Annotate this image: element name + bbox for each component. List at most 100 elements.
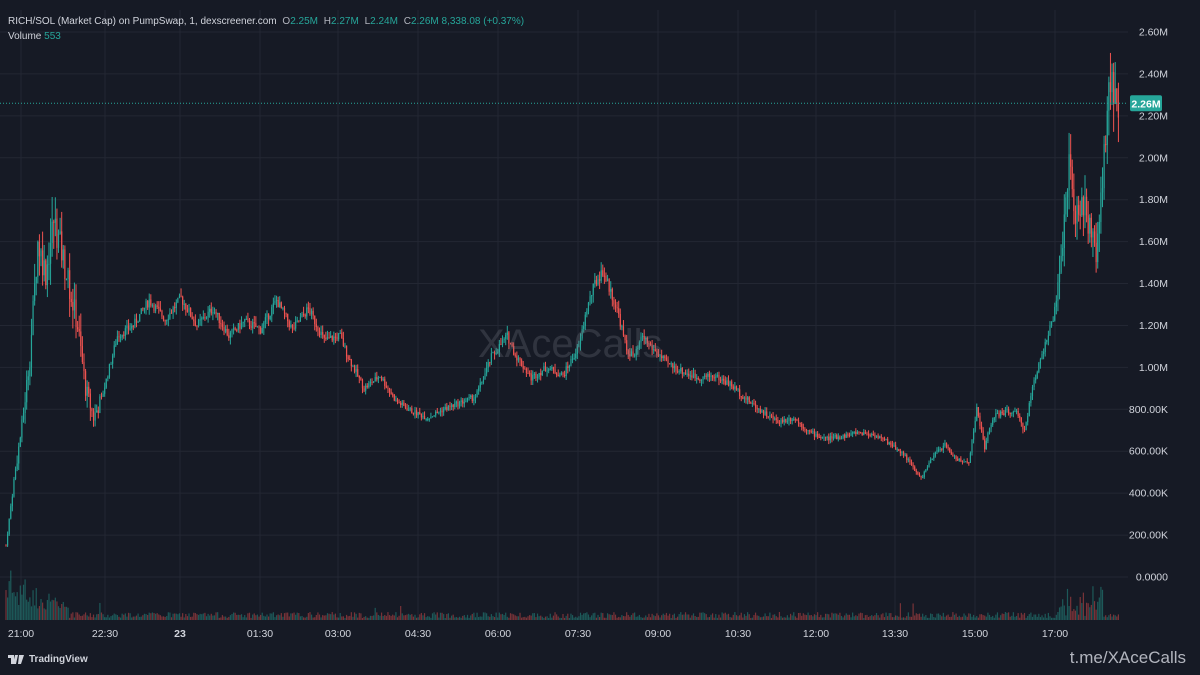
volume-bar [651, 613, 653, 620]
volume-bar [100, 612, 103, 620]
candle-body [151, 305, 154, 307]
candle-body [317, 327, 319, 331]
candle-body [519, 357, 521, 361]
high-value: 2.27M [331, 16, 359, 27]
candle-body [1106, 110, 1108, 145]
volume-bar [403, 615, 405, 620]
candle-body [842, 434, 844, 439]
volume-bar [1108, 615, 1110, 620]
candle-body [382, 379, 384, 381]
volume-bar [654, 616, 656, 620]
y-tick-label: 2.00M [1139, 152, 1168, 164]
candle-body [592, 283, 594, 296]
candle-body [853, 431, 855, 433]
candle-body [667, 359, 669, 364]
volume-bar [185, 613, 187, 620]
volume-bar [985, 616, 987, 620]
volume-bar [678, 614, 680, 620]
candle-body [260, 327, 262, 334]
candle-body [88, 386, 90, 394]
volume-bar [1043, 617, 1045, 620]
candle-body [579, 338, 582, 345]
symbol-title[interactable]: RICH/SOL (Market Cap) on PumpSwap, 1, de… [8, 16, 277, 27]
volume-bar [1114, 615, 1116, 620]
volume-bar [492, 616, 494, 620]
volume-bar [325, 615, 327, 620]
volume-bar [1117, 614, 1120, 620]
candle-body [621, 326, 623, 328]
candle-body [782, 419, 784, 423]
candle-body [575, 354, 577, 358]
candle-body [127, 325, 130, 330]
volume-bar [123, 614, 125, 620]
volume-bar [1057, 611, 1059, 620]
candle-body [34, 283, 36, 301]
volume-bar [279, 615, 281, 620]
chart-legend: RICH/SOL (Market Cap) on PumpSwap, 1, de… [8, 14, 524, 44]
candle-body [597, 279, 599, 285]
candle-body [508, 332, 510, 344]
volume-bar [361, 617, 364, 620]
candle-body [904, 454, 906, 456]
volume-bar [874, 615, 876, 620]
candle-body [761, 410, 763, 413]
candle-body [1011, 412, 1013, 414]
candle-body [850, 433, 852, 436]
volume-bar [102, 614, 104, 620]
candle-body [471, 395, 473, 401]
volume-bar [1038, 613, 1040, 620]
volume-bar [61, 604, 63, 620]
candle-body [1038, 363, 1040, 373]
volume-bar [53, 600, 55, 620]
volume-bar [638, 614, 640, 620]
candle-body [756, 407, 758, 410]
candle-body [374, 377, 376, 382]
candle-body [118, 336, 120, 338]
candle-body [104, 387, 106, 394]
volume-bar [177, 614, 179, 620]
candle-body [611, 288, 613, 301]
volume-bar [1100, 586, 1102, 620]
candle-body [960, 458, 962, 462]
candle-body [928, 462, 930, 468]
candle-body [820, 437, 822, 439]
volume-bar [594, 612, 596, 620]
telegram-link[interactable]: t.me/XAceCalls [1069, 648, 1186, 667]
volume-bar [708, 616, 711, 620]
candle-body [89, 393, 91, 409]
candle-body [828, 436, 830, 441]
volume-bar [1103, 616, 1105, 620]
volume-bar [987, 612, 989, 620]
volume-bar [772, 614, 774, 620]
candle-body [823, 437, 825, 439]
candle-body [349, 359, 351, 361]
volume-bar [156, 613, 158, 620]
candle-body [182, 296, 184, 305]
candle-body [360, 377, 362, 380]
tradingview-logo[interactable]: TradingView [8, 654, 88, 665]
volume-bar [345, 614, 348, 620]
candle-body [893, 445, 895, 447]
candle-body [204, 317, 206, 319]
candle-body [414, 410, 416, 414]
volume-bar [982, 615, 984, 620]
candle-body [299, 317, 302, 322]
candle-body [521, 360, 523, 367]
volume-bar [365, 616, 367, 620]
volume-bar [1054, 617, 1056, 620]
candle-body [248, 319, 251, 327]
volume-bar [649, 617, 652, 620]
candle-body [1001, 411, 1003, 414]
volume-bar [551, 617, 553, 620]
volume-bar [696, 616, 698, 620]
candle-body [388, 388, 391, 392]
volume-bar [785, 617, 787, 620]
candle-body [67, 270, 69, 279]
volume-bar [495, 612, 497, 620]
candle-body [817, 434, 819, 437]
volume-bar [683, 614, 685, 620]
candle-body [498, 344, 500, 352]
candle-body [331, 335, 333, 341]
candle-body [1009, 413, 1011, 415]
